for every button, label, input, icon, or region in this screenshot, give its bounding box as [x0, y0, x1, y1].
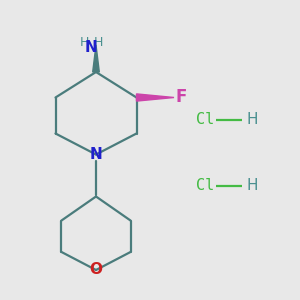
Text: N: N — [90, 147, 102, 162]
Text: F: F — [176, 88, 187, 106]
Text: N: N — [85, 40, 98, 55]
Polygon shape — [136, 94, 174, 101]
Text: Cl: Cl — [196, 178, 214, 194]
Polygon shape — [93, 45, 99, 72]
Text: Cl: Cl — [196, 112, 214, 128]
Text: H: H — [80, 36, 89, 49]
Text: O: O — [89, 262, 103, 278]
Text: H: H — [246, 112, 258, 128]
Text: H: H — [246, 178, 258, 194]
Text: H: H — [94, 36, 103, 49]
